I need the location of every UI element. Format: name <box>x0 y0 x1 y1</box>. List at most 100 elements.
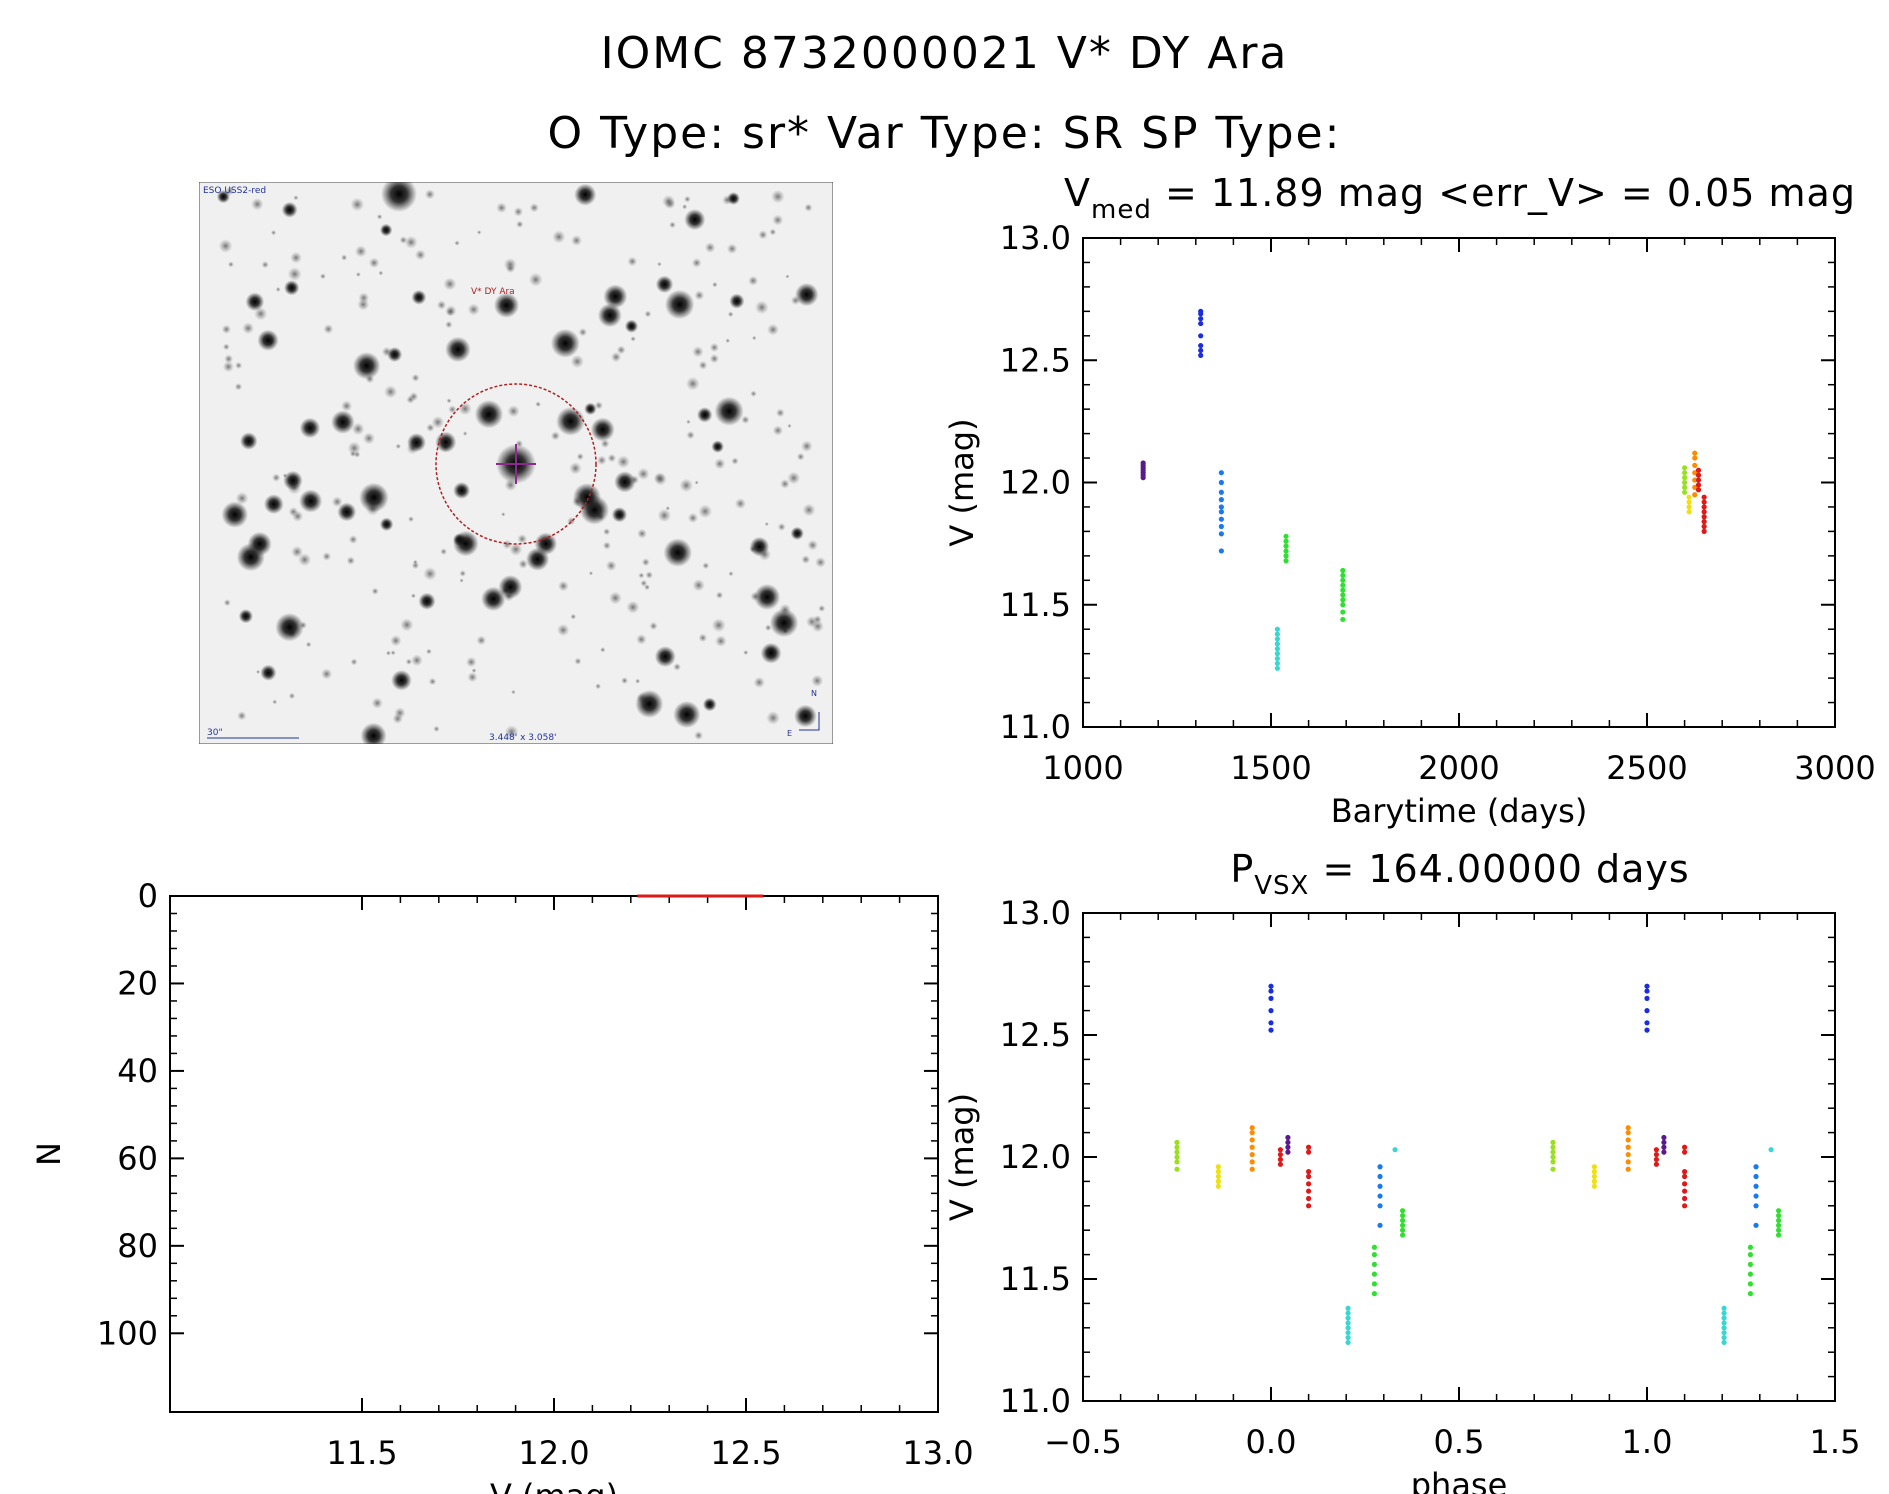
lightcurve-xtick-label: 2000 <box>1418 749 1499 787</box>
faint-star <box>649 621 658 631</box>
phase-point <box>1747 1271 1753 1277</box>
phase-point <box>1550 1139 1556 1145</box>
faint-star <box>767 323 779 336</box>
page-subtitle: O Type: sr* Var Type: SR SP Type: <box>547 108 1342 159</box>
star <box>727 192 740 205</box>
histogram-ytick-label: 100 <box>97 1314 158 1352</box>
faint-star <box>679 478 694 493</box>
faint-star <box>436 300 447 310</box>
lightcurve-point <box>1218 470 1224 476</box>
faint-star <box>287 267 302 282</box>
faint-star <box>390 650 396 656</box>
phase-point <box>1371 1252 1377 1258</box>
phase-point <box>1682 1144 1688 1150</box>
faint-star <box>608 591 622 605</box>
lightcurve-point <box>1218 516 1224 522</box>
faint-star <box>752 335 757 341</box>
faint-star <box>654 472 667 486</box>
faint-star <box>354 245 367 258</box>
lightcurve-point <box>1692 470 1698 476</box>
faint-star <box>467 672 478 683</box>
faint-star <box>692 346 704 358</box>
phase-point <box>1277 1161 1283 1167</box>
compass-arrows <box>799 712 820 731</box>
faint-star <box>728 571 734 577</box>
faint-star <box>517 534 528 544</box>
star <box>381 176 417 212</box>
lightcurve-ytick-label: 13.0 <box>1000 219 1071 257</box>
phase-point <box>1174 1144 1180 1150</box>
phase-point <box>1747 1291 1753 1297</box>
phase-point <box>1625 1166 1631 1172</box>
lightcurve-xtick-label: 1000 <box>1042 749 1123 787</box>
faint-star <box>758 230 768 240</box>
faint-star <box>459 570 467 577</box>
faint-star <box>754 300 769 315</box>
lightcurve-point <box>1692 484 1698 490</box>
lightcurve-point <box>1218 497 1224 503</box>
faint-star <box>796 452 805 461</box>
star <box>624 319 639 333</box>
lightcurve-point <box>1198 342 1204 349</box>
faint-star <box>807 539 819 551</box>
faint-star <box>662 194 675 208</box>
phase-point <box>1400 1217 1406 1224</box>
phase-point <box>1653 1156 1659 1163</box>
phase-xtick-label: −0.5 <box>1044 1423 1122 1461</box>
lightcurve-point <box>1218 504 1224 510</box>
lightcurve-point <box>1682 489 1688 495</box>
star <box>379 223 393 237</box>
faint-star <box>787 423 792 429</box>
phase-point <box>1345 1330 1351 1336</box>
star <box>453 530 479 557</box>
lightcurve-point <box>1218 489 1224 495</box>
phase-point <box>1747 1252 1753 1258</box>
phase-point <box>1753 1193 1759 1199</box>
faint-star <box>395 443 401 449</box>
faint-star <box>426 423 435 432</box>
star <box>684 209 706 231</box>
faint-star <box>399 236 408 244</box>
lightcurve-point <box>1686 494 1692 500</box>
faint-star <box>462 431 468 436</box>
phase-point <box>1377 1183 1383 1189</box>
lightcurve-xtick-label: 1500 <box>1230 749 1311 787</box>
faint-star <box>353 451 361 458</box>
faint-star <box>698 360 708 370</box>
lightcurve-ytick-label: 11.0 <box>1000 708 1071 746</box>
faint-star <box>411 373 420 382</box>
lightcurve-ytick-label: 12.0 <box>1000 464 1071 502</box>
star <box>702 697 717 712</box>
faint-star <box>764 624 772 632</box>
phase-point <box>1721 1310 1727 1316</box>
phase-point <box>1174 1139 1180 1145</box>
fov-label: 3.448' x 3.058' <box>489 733 557 743</box>
star <box>635 689 664 718</box>
faint-star <box>644 310 652 318</box>
faint-star <box>507 405 520 418</box>
faint-star <box>224 354 234 364</box>
lightcurve-ytick-label: 11.5 <box>1000 586 1071 624</box>
faint-star <box>637 528 647 539</box>
faint-star <box>291 545 304 558</box>
star <box>216 190 230 204</box>
faint-star <box>698 633 708 643</box>
star <box>337 502 357 522</box>
faint-star <box>410 593 416 599</box>
faint-star <box>687 512 699 524</box>
lightcurve-point <box>1701 504 1707 510</box>
faint-star <box>371 697 383 709</box>
faint-star <box>815 556 826 568</box>
lightcurve-point <box>1340 616 1346 623</box>
phase-point <box>1249 1151 1255 1158</box>
histogram-ytick-label: 60 <box>117 1139 158 1177</box>
phase-point <box>1249 1166 1255 1172</box>
phase-point <box>1625 1144 1631 1150</box>
faint-star <box>556 623 570 637</box>
faint-star <box>764 521 769 527</box>
phase-point <box>1371 1291 1377 1297</box>
faint-star <box>341 254 348 261</box>
phase-point <box>1174 1154 1180 1160</box>
faint-star <box>811 674 824 687</box>
